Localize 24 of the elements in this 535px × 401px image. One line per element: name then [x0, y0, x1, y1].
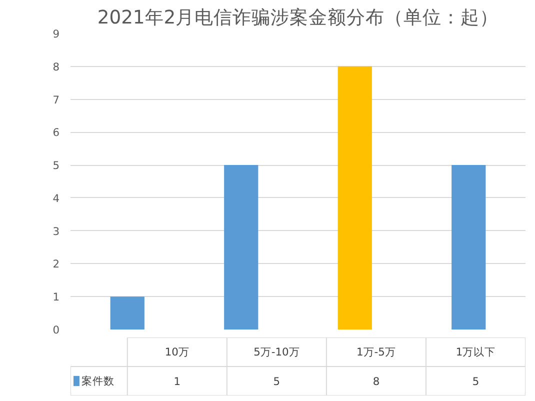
- x-tick-label: 1万以下: [456, 346, 496, 358]
- x-tick-label: 10万: [164, 346, 190, 358]
- bar: [452, 165, 486, 330]
- y-tick-label: 7: [52, 93, 60, 106]
- y-tick-label: 3: [52, 224, 60, 238]
- chart-title: 2021年2月电信诈骗涉案金额分布（单位：起）: [97, 6, 499, 28]
- x-tick-label: 1万-5万: [356, 346, 396, 358]
- data-label: 5: [273, 375, 280, 388]
- y-tick-label: 5: [52, 159, 60, 172]
- bar: [110, 296, 144, 330]
- y-tick-label: 4: [52, 192, 60, 205]
- legend-label: 案件数: [81, 374, 114, 388]
- x-tick-label: 5万-10万: [254, 346, 300, 358]
- bar: [338, 66, 372, 330]
- y-tick-label: 1: [52, 290, 60, 304]
- data-label: 1: [174, 375, 181, 388]
- y-tick-label: 2: [52, 258, 60, 271]
- y-tick-label: 6: [52, 126, 60, 140]
- y-tick-label: 8: [52, 60, 60, 74]
- data-label: 5: [472, 375, 480, 388]
- y-tick-label: 0: [52, 324, 60, 336]
- data-label: 8: [372, 375, 380, 388]
- bar: [224, 165, 258, 330]
- y-tick-label: 9: [52, 28, 60, 40]
